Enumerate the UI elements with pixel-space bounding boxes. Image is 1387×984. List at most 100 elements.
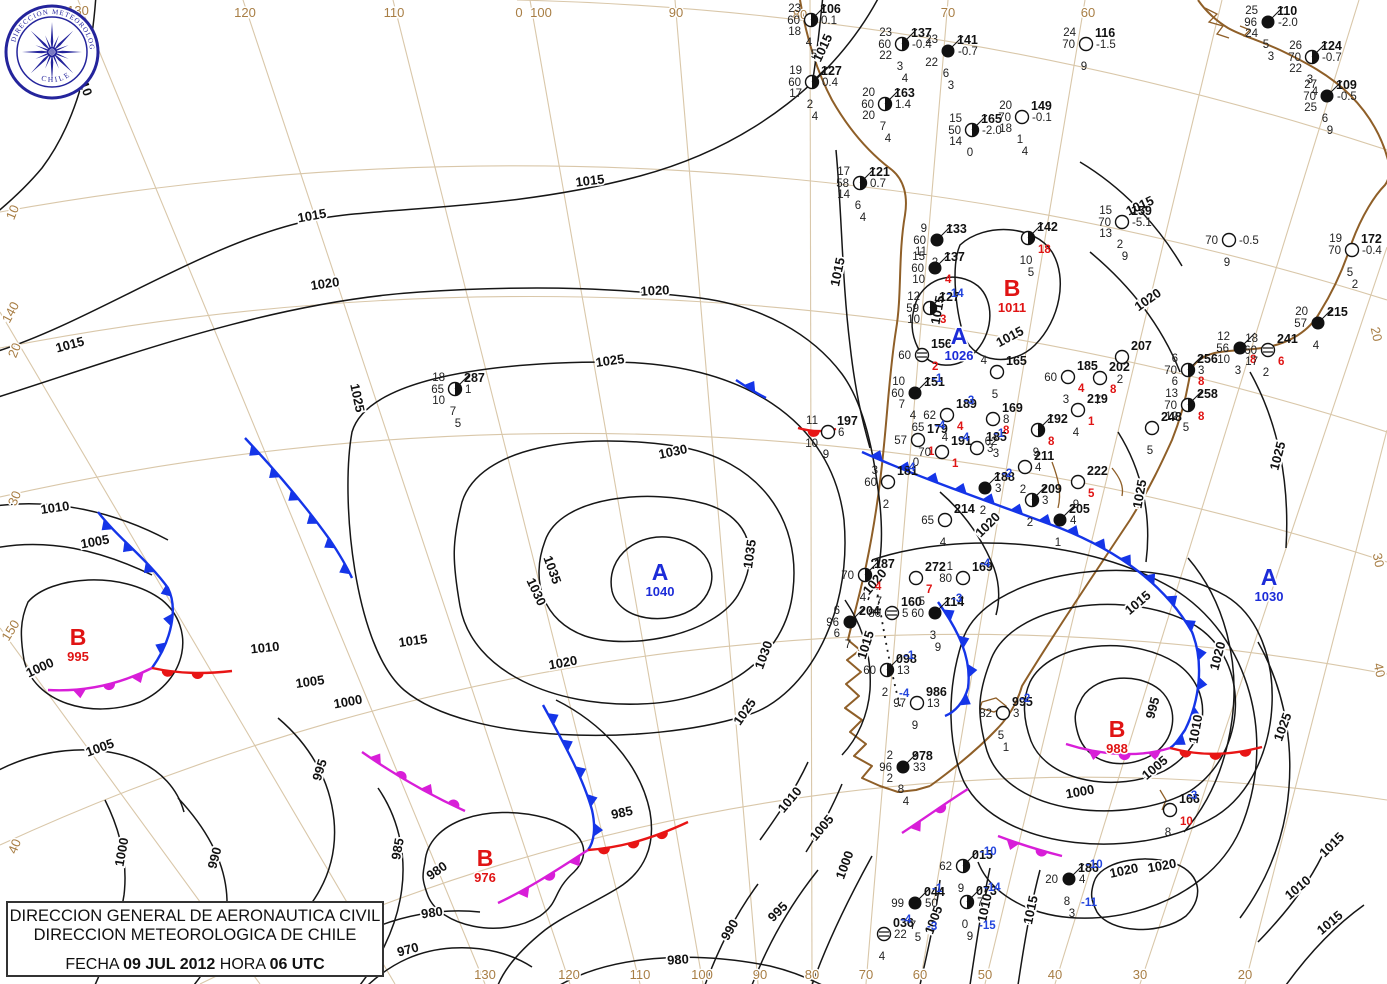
station-blue-value: -1	[904, 650, 915, 662]
fecha-label: FECHA	[65, 956, 124, 973]
cold-front-triangle-icon	[1184, 619, 1196, 632]
station-id: 169	[972, 560, 993, 574]
svg-text:4: 4	[1312, 86, 1319, 98]
agency-line-1: DIRECCION GENERAL DE AERONAUTICA CIVIL	[9, 907, 381, 925]
station-id: 181	[897, 464, 918, 478]
isobar-label: 1005	[84, 736, 116, 760]
station-id: 106	[820, 2, 841, 16]
svg-text:10: 10	[892, 376, 905, 388]
cold-front-triangle-icon	[743, 380, 756, 393]
svg-text:9: 9	[967, 931, 973, 943]
svg-text:9: 9	[912, 720, 918, 732]
svg-text:3: 3	[1235, 365, 1241, 377]
station-value: 1.4	[895, 99, 912, 111]
graticule-label: 150	[0, 617, 23, 643]
station-red-value: 4	[945, 274, 952, 286]
warm-front-semicircle-icon	[627, 840, 640, 849]
svg-text:4: 4	[910, 410, 917, 422]
svg-text:96: 96	[826, 617, 839, 629]
station-plot: 015 62 9 -10	[939, 846, 996, 895]
isobar-label: 1020	[1108, 860, 1139, 881]
graticule-label: 140	[0, 299, 22, 325]
cold-front-triangle-icon	[870, 450, 883, 462]
station-id: 258	[1197, 387, 1218, 401]
graticule-label: 10	[3, 203, 22, 222]
svg-text:7: 7	[450, 406, 456, 418]
svg-text:10: 10	[432, 395, 445, 407]
svg-text:70: 70	[1164, 365, 1177, 377]
svg-text:4: 4	[903, 796, 910, 808]
station-plot: 248 5	[1144, 410, 1182, 457]
station-id: 211	[1034, 449, 1054, 463]
svg-text:2: 2	[1117, 239, 1123, 251]
cold-front-triangle-icon	[967, 663, 978, 678]
graticule-label: 80	[805, 967, 819, 982]
station-id: 098	[896, 652, 917, 666]
station-plot: 214 65 4	[921, 502, 975, 549]
station-red-value: 18	[1038, 244, 1051, 256]
station-id: 222	[1087, 464, 1108, 478]
station-value: 13	[927, 698, 940, 710]
station-red-value: 4	[1078, 383, 1085, 395]
cold-front-triangle-icon	[288, 489, 300, 501]
logo-inner-ring	[16, 16, 88, 88]
station-value: 3	[987, 443, 993, 455]
station-blue-value: -1	[932, 373, 943, 385]
svg-text:20: 20	[1045, 874, 1058, 886]
svg-text:65: 65	[431, 384, 444, 396]
svg-text:4: 4	[1073, 427, 1080, 439]
svg-text:60: 60	[911, 608, 924, 620]
station-red-value: 7	[926, 584, 932, 596]
svg-text:3: 3	[1268, 51, 1274, 63]
svg-text:15: 15	[949, 113, 962, 125]
svg-text:5: 5	[992, 389, 998, 401]
warm-front-semicircle-icon	[191, 672, 204, 679]
center-value: 995	[67, 649, 89, 664]
station-value: 4	[1079, 874, 1086, 886]
cold-front-triangle-icon	[1197, 676, 1208, 691]
station-red-value: 8	[1198, 376, 1205, 388]
station-value: 7	[977, 897, 983, 909]
graticule-label: 30	[1370, 551, 1387, 568]
svg-text:8: 8	[1165, 827, 1171, 839]
svg-text:7: 7	[910, 920, 916, 932]
isobar-label: 1025	[1267, 440, 1289, 472]
station-id: 256	[1197, 352, 1218, 366]
cold-front-triangle-icon	[123, 540, 135, 553]
isobar-label: 990	[718, 917, 742, 943]
svg-text:5: 5	[919, 596, 925, 608]
graticule-label: 50	[978, 967, 992, 982]
svg-text:2: 2	[887, 773, 893, 785]
isobar-label: 1015	[854, 629, 877, 661]
station-red-value: 2	[932, 361, 938, 373]
station-blue-value: -3	[964, 395, 974, 407]
svg-text:65: 65	[912, 422, 925, 434]
warm-front-semicircle-icon	[656, 830, 668, 840]
svg-text:3: 3	[872, 465, 878, 477]
station-id: 159	[1131, 204, 1152, 218]
isobar-label: 1000	[332, 692, 363, 712]
cold-front-triangle-icon	[160, 584, 172, 597]
svg-text:5: 5	[1183, 422, 1189, 434]
svg-text:70: 70	[1062, 39, 1075, 51]
station-id: 163	[894, 86, 915, 100]
station-id: 036	[893, 916, 914, 930]
graticule-label: 40	[1048, 967, 1062, 982]
svg-text:60: 60	[863, 665, 876, 677]
svg-text:13: 13	[1099, 228, 1112, 240]
station-plot: 169 180 2 -4	[939, 558, 993, 607]
svg-text:6: 6	[834, 628, 840, 640]
svg-text:2: 2	[1352, 279, 1358, 291]
cold-front-triangle-icon	[269, 467, 281, 479]
station-id: 186	[1078, 861, 1099, 875]
station-id: 127	[821, 64, 842, 78]
